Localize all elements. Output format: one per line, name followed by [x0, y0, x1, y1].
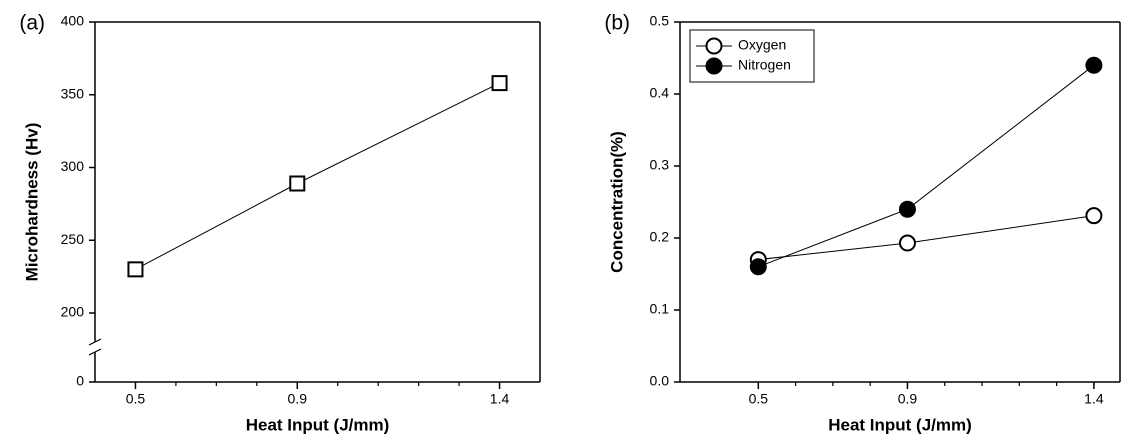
marker: [749, 258, 767, 276]
x-tick-label: 0.5: [126, 391, 146, 407]
x-tick-label: 1.4: [1084, 391, 1104, 407]
x-tick-label: 0.9: [898, 391, 918, 407]
y-tick-label: 250: [61, 231, 85, 247]
legend-marker: [705, 37, 723, 55]
y-tick-label: 200: [61, 304, 85, 320]
marker: [1085, 207, 1103, 225]
y-tick-label: 400: [61, 13, 85, 29]
panel-label: (b): [604, 12, 630, 35]
panel-label: (a): [19, 12, 45, 35]
y-axis-label: Microhardness (Hv): [22, 123, 41, 282]
line: [135, 82, 500, 270]
marker: [491, 75, 508, 92]
legend-label: Nitrogen: [738, 57, 791, 73]
x-tick-label: 0.9: [288, 391, 308, 407]
axis-break: [88, 338, 102, 346]
x-axis-label: Heat Input (J/mm): [828, 415, 972, 434]
x-axis-label: Heat Input (J/mm): [246, 415, 390, 434]
marker: [898, 200, 916, 218]
y-tick-label: 350: [61, 85, 85, 101]
y-tick-label: 0: [76, 373, 84, 389]
line: [758, 64, 1095, 268]
legend-marker: [705, 57, 723, 75]
y-tick-label: 0.4: [650, 85, 670, 101]
y-tick-label: 0.3: [650, 157, 670, 173]
marker: [289, 175, 306, 192]
y-tick-label: 0.2: [650, 229, 670, 245]
legend-label: Oxygen: [738, 37, 786, 53]
line: [758, 215, 1094, 261]
y-tick-label: 0.1: [650, 301, 670, 317]
marker: [127, 261, 144, 278]
x-tick-label: 1.4: [490, 391, 510, 407]
y-axis-label: Concentration(%): [607, 131, 626, 273]
marker: [1085, 56, 1103, 74]
axis-break: [88, 348, 102, 356]
x-tick-label: 0.5: [749, 391, 769, 407]
y-tick-label: 300: [61, 158, 85, 174]
y-tick-label: 0.5: [650, 13, 670, 29]
y-tick-label: 0.0: [650, 373, 670, 389]
marker: [898, 234, 916, 252]
